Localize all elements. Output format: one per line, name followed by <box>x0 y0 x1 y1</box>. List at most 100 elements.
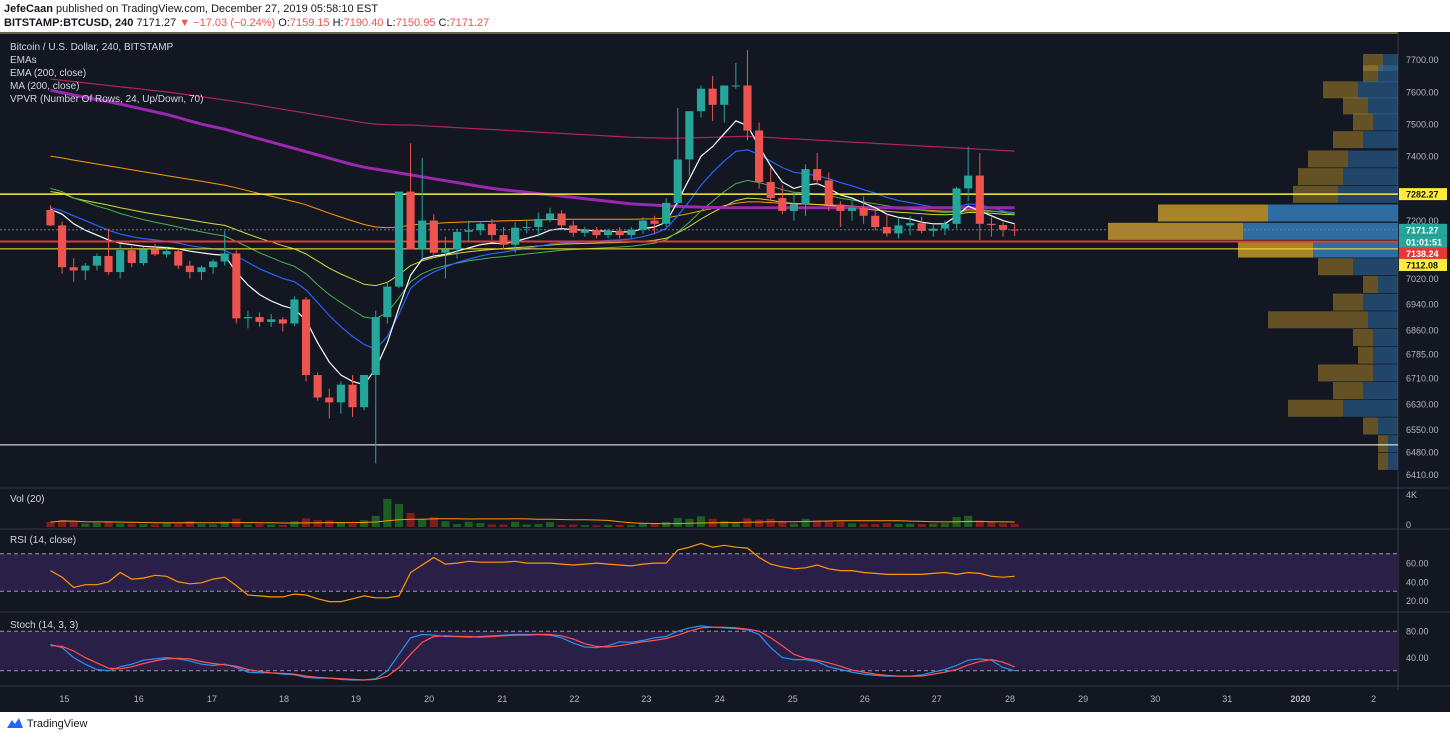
open-label: O: <box>278 17 290 29</box>
high-label: H: <box>332 17 344 29</box>
volume-bar <box>906 523 915 527</box>
volume-bar <box>940 523 950 527</box>
candles <box>46 50 1019 464</box>
time-tick-label: 2020 <box>1290 694 1310 704</box>
time-tick-label: 24 <box>715 694 725 704</box>
candle-body <box>418 220 427 250</box>
vpvr-up-bar <box>1268 204 1398 222</box>
low-value: 7150.95 <box>395 17 436 29</box>
price-tick-label: 7700.00 <box>1406 55 1439 65</box>
candle-body <box>232 253 241 319</box>
volume-bar <box>348 523 357 527</box>
ema-green-line <box>50 179 1015 320</box>
ema-blue-line <box>50 149 1015 351</box>
volume-bar <box>534 524 543 527</box>
volume-bar <box>243 524 253 527</box>
vpvr-down-bar <box>1353 329 1373 347</box>
volume-tick-label: 4K <box>1406 490 1417 500</box>
volume-pane-label: Vol (20) <box>10 494 44 505</box>
candle-body <box>789 204 798 211</box>
candle-body <box>197 267 206 273</box>
legend-emas: EMAs <box>10 55 37 66</box>
candle-body <box>859 207 868 216</box>
chart-area[interactable]: 7700.00 7600.00 7500.00 7400.00 7200.00 7020.… <box>0 32 1450 712</box>
candle-body <box>592 230 601 236</box>
volume-bar <box>487 524 496 527</box>
time-tick-label: 23 <box>641 694 651 704</box>
price-badge-label-0: 7282.27 <box>1406 190 1439 200</box>
price-tick-label: 6480.00 <box>1406 448 1439 458</box>
candle-body <box>511 227 520 245</box>
tradingview-logo[interactable]: TradingView <box>6 717 87 730</box>
chart-svg[interactable]: 7700.00 7600.00 7500.00 7400.00 7200.00 7020.… <box>0 32 1450 712</box>
time-tick-label: 21 <box>497 694 507 704</box>
candle-body <box>476 223 485 231</box>
candle-body <box>615 230 624 236</box>
volume-bar <box>836 521 845 527</box>
tradingview-icon <box>7 718 23 728</box>
vpvr-up-bar <box>1243 222 1398 240</box>
vpvr-up-bar <box>1358 81 1398 99</box>
candle-body <box>336 384 345 403</box>
time-tick-label: 16 <box>134 694 144 704</box>
vpvr-up-bar <box>1388 435 1398 453</box>
time-tick-label: 17 <box>207 694 217 704</box>
candle-body <box>522 227 531 229</box>
stoch-band-fill <box>0 631 1398 671</box>
legend-ema200: EMA (200, close) <box>10 68 86 79</box>
footer-bar: TradingView <box>0 712 1450 738</box>
candle-body <box>452 231 462 250</box>
vpvr-up-bar <box>1353 258 1398 276</box>
vpvr-up-bar <box>1363 382 1398 400</box>
candle-body <box>255 317 264 322</box>
volume-bar <box>429 517 438 527</box>
volume-ma-line <box>50 518 1015 525</box>
volume-bar <box>174 523 183 527</box>
volume-bar <box>162 522 171 527</box>
price-tick-label: 6860.00 <box>1406 325 1439 335</box>
ema200-line <box>50 78 1015 152</box>
candle-body <box>220 253 229 262</box>
vpvr-down-bar <box>1333 131 1363 149</box>
vpvr-up-bar <box>1343 168 1398 186</box>
candle-body <box>383 286 392 318</box>
vpvr-down-bar <box>1318 258 1353 276</box>
vpvr-down-bar <box>1158 204 1268 222</box>
price-tick-label: 6940.00 <box>1406 300 1439 310</box>
rsi-pane-label: RSI (14, close) <box>10 535 76 546</box>
vpvr-up-bar <box>1373 113 1398 131</box>
volume-bar <box>313 520 322 527</box>
volume-bar <box>255 524 264 527</box>
volume-bar <box>139 524 148 527</box>
candle-body <box>627 229 636 236</box>
candle-body <box>545 213 555 219</box>
candle-body <box>952 188 961 224</box>
time-tick-label: 25 <box>788 694 798 704</box>
volume-bar <box>150 524 160 527</box>
vpvr-up-bar <box>1378 65 1398 83</box>
candle-body <box>906 223 915 226</box>
vpvr-down-bar <box>1298 168 1343 186</box>
volume-bar <box>778 521 787 527</box>
stoch-tick-label: 80.00 <box>1406 627 1429 637</box>
candle-body <box>987 223 996 226</box>
volume-bar <box>418 519 427 527</box>
rsi-band-fill <box>0 553 1398 592</box>
price-tick-label: 7600.00 <box>1406 87 1439 97</box>
time-axis: 15 16 17 18 19 20 21 22 23 24 25 26 27 28 29 30 31 2020 2 <box>59 694 1376 704</box>
time-tick-label: 26 <box>860 694 870 704</box>
candle-body <box>278 319 287 324</box>
candle-body <box>917 223 926 231</box>
vpvr-down-bar <box>1358 346 1373 364</box>
price-badge-3 <box>1399 247 1447 260</box>
candle-body <box>638 220 647 230</box>
author-name[interactable]: JefeCaan <box>4 3 53 15</box>
price-badge-label-1: 7171.27 <box>1406 225 1439 235</box>
volume-bar <box>220 521 229 527</box>
vpvr-up-bar <box>1368 97 1398 115</box>
legend-ma200: MA (200, close) <box>10 81 79 92</box>
volume-bar <box>871 524 880 527</box>
price-badge-1 <box>1399 223 1447 236</box>
volume-bar <box>185 521 194 527</box>
candle-body <box>708 88 717 105</box>
